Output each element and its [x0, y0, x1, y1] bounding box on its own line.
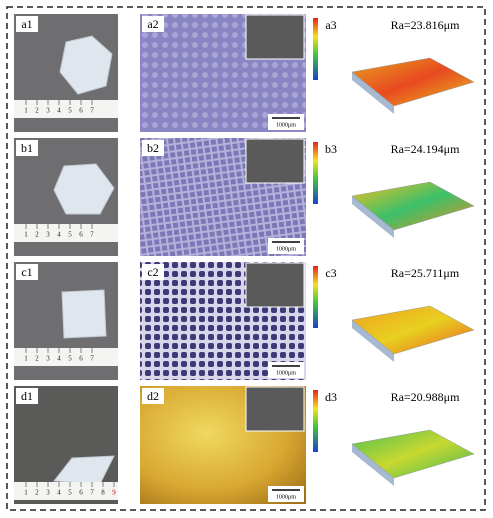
- label-box: [16, 388, 38, 404]
- ruler-number: 6: [79, 489, 83, 497]
- panel-label: b3: [325, 142, 337, 156]
- colorbar: [313, 266, 318, 328]
- panel-label: d2: [147, 389, 159, 403]
- ruler-number: 3: [46, 489, 50, 497]
- sample: [53, 163, 115, 215]
- ruler-number: 1: [24, 489, 28, 497]
- ruler-number: 7: [90, 107, 94, 115]
- panel-label: c3: [325, 266, 336, 280]
- colorbar: [313, 390, 318, 452]
- sem-inset: [245, 138, 305, 184]
- scale-text: 1000μm: [276, 494, 296, 500]
- colorbar: [313, 18, 318, 80]
- label-box: [16, 264, 38, 280]
- ruler-number: 6: [79, 231, 83, 239]
- colorbar: [313, 142, 318, 204]
- surface-side: [352, 72, 394, 114]
- ruler-number: 1: [24, 231, 28, 239]
- panel-label: a3: [325, 18, 336, 32]
- sem-inset: [245, 14, 305, 60]
- scale-text: 1000μm: [276, 246, 296, 252]
- panel-label: d1: [21, 389, 33, 403]
- panel-label: c2: [147, 265, 158, 279]
- ruler-number: 5: [68, 107, 72, 115]
- ruler-number: 1: [24, 355, 28, 363]
- ruler-number: 6: [79, 355, 83, 363]
- panel-label: a1: [21, 17, 32, 31]
- surface-side: [352, 196, 394, 238]
- panel-label: c1: [21, 265, 32, 279]
- panel-label: d3: [325, 390, 337, 404]
- ruler-number: 2: [35, 231, 39, 239]
- ruler: [14, 224, 118, 242]
- ruler-number: 5: [68, 355, 72, 363]
- border: [6, 6, 486, 511]
- ruler-number: 4: [57, 489, 61, 497]
- sem-inset: [245, 262, 305, 308]
- ruler-number: 3: [46, 231, 50, 239]
- ruler-number: 2: [35, 107, 39, 115]
- surface-3d: [351, 429, 475, 479]
- sem-inset: [245, 386, 305, 432]
- panel-label: b1: [21, 141, 33, 155]
- label-box: [16, 16, 38, 32]
- ruler-number: 5: [68, 231, 72, 239]
- label-box: [142, 140, 164, 156]
- roughness: Ra=24.194μm: [391, 142, 461, 156]
- label-box: [142, 264, 164, 280]
- roughness: Ra=20.988μm: [391, 390, 461, 404]
- ruler-number: 1: [24, 107, 28, 115]
- ruler-number: 2: [35, 489, 39, 497]
- surface-3d: [351, 305, 475, 355]
- surface-3d: [351, 57, 475, 107]
- ruler-number: 5: [68, 489, 72, 497]
- label-box: [16, 140, 38, 156]
- label-box: [142, 16, 164, 32]
- ruler-number: 4: [57, 107, 61, 115]
- ruler-number: 3: [46, 107, 50, 115]
- label-box: [142, 388, 164, 404]
- ruler-number: 3: [46, 355, 50, 363]
- surface-side: [352, 320, 394, 362]
- ruler-number: 4: [57, 231, 61, 239]
- ruler-number: 4: [57, 355, 61, 363]
- ruler-number: 7: [90, 231, 94, 239]
- ruler: [14, 100, 118, 118]
- scale-text: 1000μm: [276, 370, 296, 376]
- ruler: [14, 348, 118, 366]
- panel-label: b2: [147, 141, 159, 155]
- ruler-number: 8: [101, 489, 105, 497]
- roughness: Ra=25.711μm: [391, 266, 460, 280]
- ruler-number: 6: [79, 107, 83, 115]
- surface-side: [352, 444, 394, 486]
- sample: [61, 289, 107, 339]
- roughness: Ra=23.816μm: [391, 18, 461, 32]
- panel-label: a2: [147, 17, 158, 31]
- sample: [59, 35, 113, 95]
- ruler-number: 7: [90, 489, 94, 497]
- scale-text: 1000μm: [276, 122, 296, 128]
- ruler-number: 7: [90, 355, 94, 363]
- ruler-number: 2: [35, 355, 39, 363]
- surface-3d: [351, 181, 475, 231]
- ruler-number: 9: [112, 489, 116, 497]
